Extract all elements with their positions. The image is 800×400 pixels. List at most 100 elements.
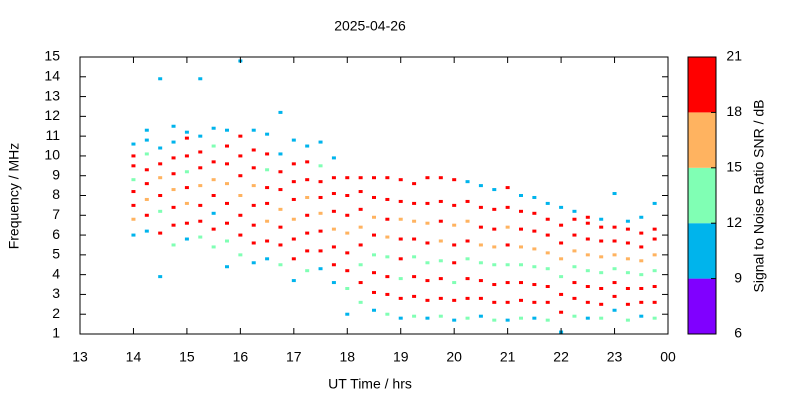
data-point: [345, 251, 350, 255]
data-point: [398, 296, 403, 300]
data-point: [412, 255, 417, 259]
data-point: [184, 154, 189, 158]
data-point: [532, 247, 537, 251]
data-point: [612, 308, 617, 312]
data-point: [425, 221, 430, 225]
colorbar-segment: [688, 112, 716, 168]
data-point: [131, 217, 136, 221]
data-point: [198, 150, 203, 154]
data-point: [425, 201, 430, 205]
data-point: [385, 312, 390, 316]
data-point: [358, 263, 363, 267]
data-point: [171, 223, 176, 227]
data-point: [585, 269, 590, 273]
data-point: [144, 197, 149, 201]
data-point: [251, 128, 256, 132]
data-point: [532, 283, 537, 287]
data-point: [532, 265, 537, 269]
data-point: [171, 243, 176, 247]
data-point: [438, 219, 443, 223]
data-point: [572, 296, 577, 300]
data-point: [398, 257, 403, 261]
data-point: [585, 316, 590, 320]
data-point: [478, 184, 483, 188]
data-point: [171, 124, 176, 128]
data-point: [465, 296, 470, 300]
data-point: [211, 144, 216, 148]
data-point: [452, 178, 457, 182]
data-point: [144, 138, 149, 142]
x-tick-label: 00: [660, 349, 676, 365]
data-point: [492, 300, 497, 304]
data-point: [585, 300, 590, 304]
data-point: [291, 180, 296, 184]
data-point: [331, 263, 336, 267]
data-point: [265, 132, 270, 136]
data-point: [625, 227, 630, 231]
y-tick-label: 15: [44, 48, 60, 64]
data-point: [158, 176, 163, 180]
x-tick-label: 14: [126, 349, 142, 365]
data-point: [158, 231, 163, 235]
data-point: [238, 213, 243, 217]
data-point: [532, 300, 537, 304]
data-point: [198, 134, 203, 138]
data-point: [478, 296, 483, 300]
data-point: [305, 144, 310, 148]
data-point: [652, 227, 657, 231]
data-point: [171, 140, 176, 144]
data-point: [559, 292, 564, 296]
data-point: [291, 237, 296, 241]
data-point: [385, 275, 390, 279]
y-tick-label: 2: [52, 305, 60, 321]
data-point: [465, 257, 470, 261]
data-point: [198, 235, 203, 239]
data-point: [278, 207, 283, 211]
colorbar-tick-label: 18: [726, 103, 742, 119]
data-point: [291, 279, 296, 283]
data-point: [171, 172, 176, 176]
data-point: [171, 205, 176, 209]
data-point: [238, 174, 243, 178]
data-point: [265, 219, 270, 223]
data-point: [278, 243, 283, 247]
data-point: [144, 182, 149, 186]
data-point: [358, 225, 363, 229]
data-point: [492, 245, 497, 249]
data-point: [345, 194, 350, 197]
data-point: [158, 209, 163, 213]
data-point: [519, 209, 523, 213]
data-point: [291, 138, 296, 142]
data-point: [345, 312, 350, 316]
colorbar-segment: [688, 167, 716, 224]
data-point: [492, 207, 497, 211]
data-point: [184, 221, 189, 225]
data-point: [545, 233, 550, 237]
data-point: [572, 217, 577, 221]
x-tick-label: 13: [72, 349, 88, 365]
data-point: [372, 176, 376, 180]
data-point: [398, 178, 403, 182]
y-tick-label: 12: [44, 107, 60, 123]
data-point: [559, 223, 564, 227]
data-point: [559, 257, 564, 261]
data-point: [572, 281, 577, 285]
data-point: [652, 237, 657, 241]
data-point: [585, 237, 590, 241]
data-point: [398, 277, 403, 281]
x-tick-label: 18: [339, 349, 355, 365]
data-point: [211, 160, 216, 164]
data-point: [465, 180, 470, 184]
data-point: [358, 176, 363, 180]
data-point: [639, 245, 644, 249]
data-point: [599, 225, 604, 229]
data-point: [505, 318, 510, 322]
x-tick-label: 19: [393, 349, 409, 365]
data-point: [465, 316, 470, 320]
data-point: [519, 281, 523, 285]
data-point: [305, 249, 310, 253]
data-point: [291, 257, 296, 261]
data-point: [585, 285, 590, 289]
data-point: [372, 215, 376, 219]
data-point: [318, 211, 323, 215]
